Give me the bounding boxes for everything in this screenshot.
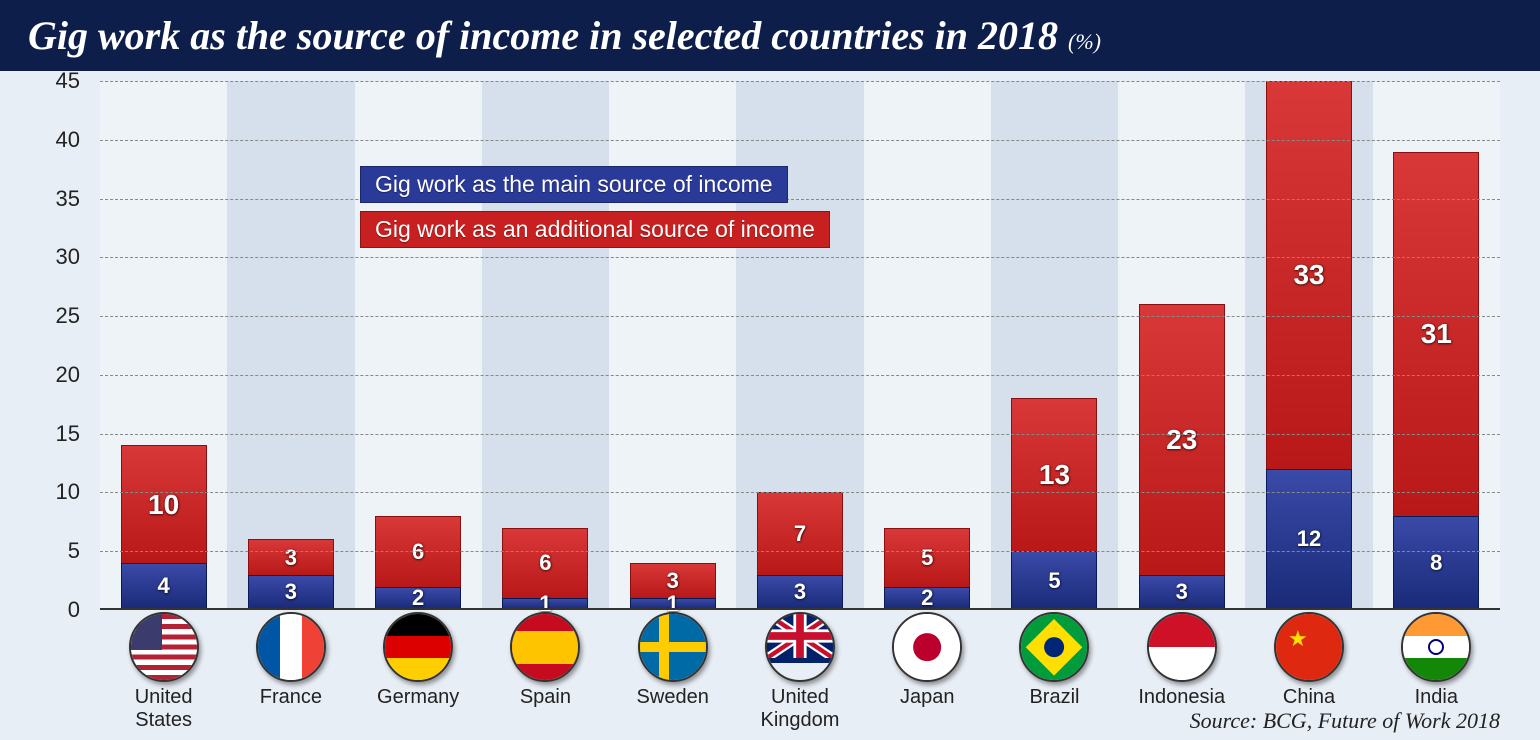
bar-group: 318 [1393, 81, 1479, 610]
title-bar: Gig work as the source of income in sele… [0, 0, 1540, 71]
bar-main: 12 [1266, 469, 1352, 610]
bar-main: 3 [757, 575, 843, 610]
y-tick-label: 25 [56, 303, 80, 329]
country-name: Japan [900, 686, 955, 709]
bar-group: 104 [121, 81, 207, 610]
chart-container: Gig work as the source of income in sele… [0, 0, 1540, 740]
bar-group: 233 [1139, 81, 1225, 610]
flag-icon [256, 612, 326, 682]
bar-main: 5 [1011, 551, 1097, 610]
country-name: India [1415, 686, 1458, 709]
source-attribution: Source: BCG, Future of Work 2018 [1190, 708, 1500, 734]
bar-main: 4 [121, 563, 207, 610]
country-name: Sweden [637, 686, 709, 709]
bar-group: 3312 [1266, 81, 1352, 610]
plot-area: 1043362613173521352333312318 [100, 81, 1500, 610]
country-label-group: Sweden [630, 610, 716, 740]
bar-main: 2 [375, 587, 461, 611]
bar-group: 31 [630, 81, 716, 610]
y-tick-label: 45 [56, 68, 80, 94]
flag-icon [638, 612, 708, 682]
country-label-group: Spain [502, 610, 588, 740]
bar-additional: 7 [757, 492, 843, 574]
bar-group: 33 [248, 81, 334, 610]
country-name: China [1283, 686, 1335, 709]
flag-icon [1274, 612, 1344, 682]
bar-main: 2 [884, 587, 970, 611]
bar-additional: 5 [884, 528, 970, 587]
legend: Gig work as the main source of income Gi… [360, 166, 830, 256]
bar-group: 61 [502, 81, 588, 610]
flag-icon [1401, 612, 1471, 682]
legend-additional: Gig work as an additional source of inco… [360, 211, 830, 248]
flag-icon [1147, 612, 1217, 682]
chart-area: 051015202530354045 104336261317352135233… [0, 71, 1540, 740]
bar-additional: 3 [248, 539, 334, 574]
country-name: Brazil [1029, 686, 1079, 709]
country-name: UnitedKingdom [760, 686, 839, 732]
gridline [100, 375, 1500, 376]
gridline [100, 140, 1500, 141]
bar-group: 135 [1011, 81, 1097, 610]
y-tick-label: 40 [56, 127, 80, 153]
country-label-group: Brazil [1011, 610, 1097, 740]
country-name: Germany [377, 686, 459, 709]
country-label-group: UnitedKingdom [757, 610, 843, 740]
bar-additional: 13 [1011, 398, 1097, 551]
country-name: UnitedStates [135, 686, 193, 732]
gridline [100, 434, 1500, 435]
y-tick-label: 10 [56, 479, 80, 505]
bar-main: 3 [1139, 575, 1225, 610]
bar-additional: 6 [502, 528, 588, 599]
bar-group: 62 [375, 81, 461, 610]
bar-group: 73 [757, 81, 843, 610]
chart-title: Gig work as the source of income in sele… [28, 13, 1058, 58]
flag-icon [383, 612, 453, 682]
flag-icon [129, 612, 199, 682]
y-tick-label: 30 [56, 244, 80, 270]
y-tick-label: 0 [68, 597, 80, 623]
bars-row: 1043362613173521352333312318 [100, 81, 1500, 610]
country-name: Indonesia [1138, 686, 1225, 709]
y-tick-label: 35 [56, 186, 80, 212]
gridline [100, 316, 1500, 317]
y-tick-label: 15 [56, 421, 80, 447]
gridline [100, 81, 1500, 82]
y-tick-label: 20 [56, 362, 80, 388]
bar-group: 52 [884, 81, 970, 610]
country-name: France [260, 686, 322, 709]
bar-main: 3 [248, 575, 334, 610]
legend-main: Gig work as the main source of income [360, 166, 788, 203]
flag-icon [1019, 612, 1089, 682]
flag-icon [892, 612, 962, 682]
bar-main: 8 [1393, 516, 1479, 610]
flag-icon [510, 612, 580, 682]
country-label-group: Germany [375, 610, 461, 740]
gridline [100, 492, 1500, 493]
y-axis: 051015202530354045 [30, 81, 90, 610]
flag-icon [765, 612, 835, 682]
y-tick-label: 5 [68, 538, 80, 564]
bar-additional: 31 [1393, 152, 1479, 516]
chart-unit: (%) [1068, 29, 1101, 54]
country-name: Spain [520, 686, 571, 709]
gridline [100, 551, 1500, 552]
country-label-group: UnitedStates [121, 610, 207, 740]
gridline [100, 257, 1500, 258]
country-label-group: France [248, 610, 334, 740]
bar-additional: 23 [1139, 304, 1225, 574]
country-label-group: Japan [884, 610, 970, 740]
bar-additional: 10 [121, 445, 207, 563]
